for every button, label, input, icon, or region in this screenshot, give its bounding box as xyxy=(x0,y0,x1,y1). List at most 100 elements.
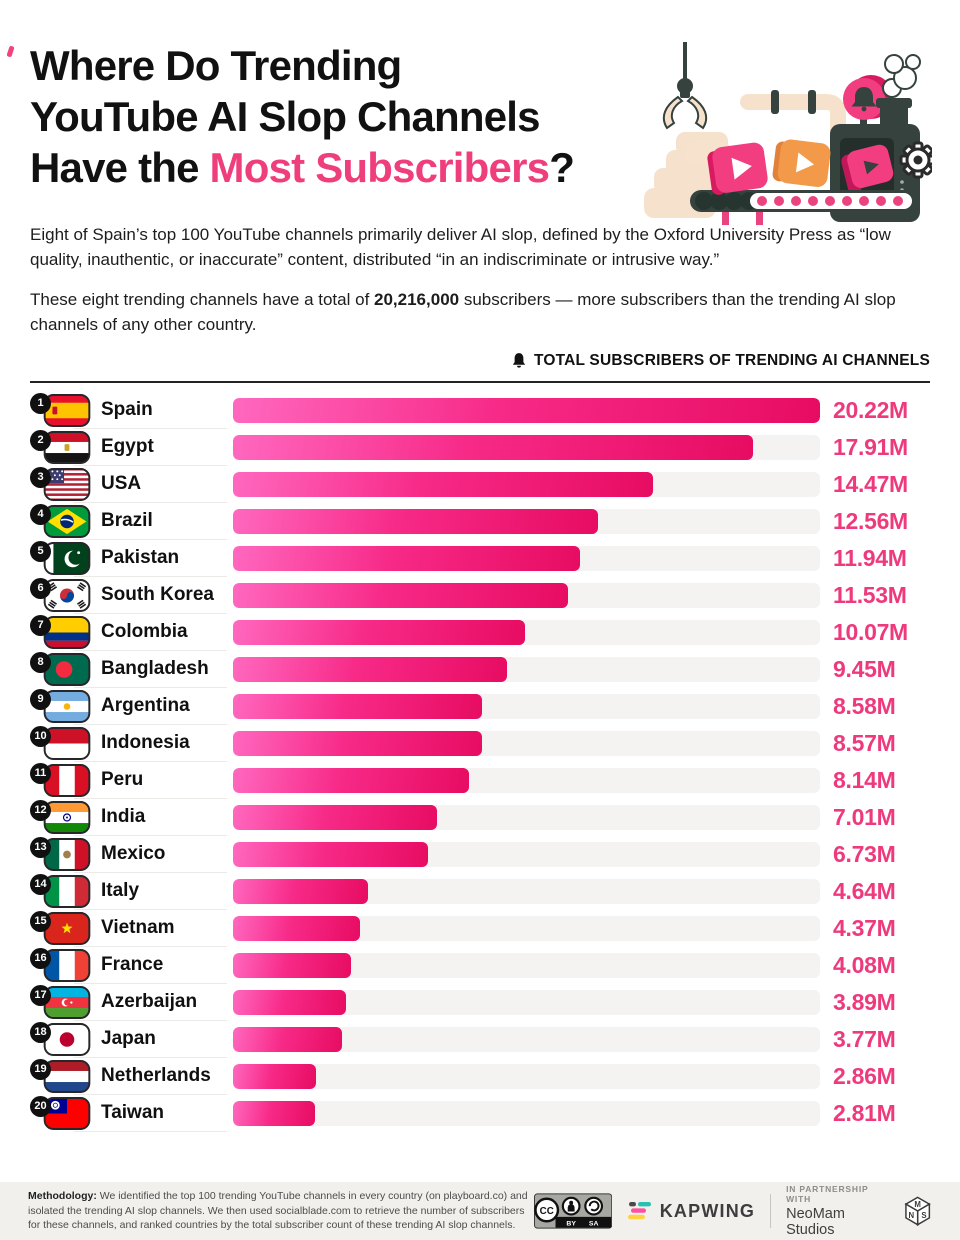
intro-paragraph-2-prefix: These eight trending channels have a tot… xyxy=(30,289,375,309)
value-label: 3.77M xyxy=(833,1025,896,1052)
neomam-partnership: IN PARTNERSHIP WITH NeoMam Studios M N S xyxy=(786,1184,932,1238)
bar-track xyxy=(233,508,820,534)
country-cell: 12 India xyxy=(30,799,233,836)
country-label: Egypt xyxy=(101,436,154,458)
country-cell: 1 Spain xyxy=(30,392,233,429)
bell-icon xyxy=(512,353,526,369)
intro-text: Eight of Spain’s top 100 YouTube channel… xyxy=(30,222,930,338)
ai-content-factory-illustration xyxy=(644,42,932,225)
methodology-text: Methodology: We identified the top 100 t… xyxy=(28,1189,534,1234)
row-divider xyxy=(74,871,227,873)
row-divider xyxy=(74,649,227,651)
flag-bd-icon xyxy=(43,652,91,686)
country-cell: 15 Vietnam xyxy=(30,910,233,947)
country-cell: 10 Indonesia xyxy=(30,725,233,762)
country-flag xyxy=(43,1022,91,1056)
country-cell: 9 Argentina xyxy=(30,688,233,725)
country-flag xyxy=(43,1096,91,1130)
bar-track xyxy=(233,730,820,756)
chart-row: 4 Brazil 12.56M xyxy=(30,503,930,540)
bar-track xyxy=(233,1100,820,1126)
bar-fill xyxy=(233,730,482,756)
country-flag xyxy=(43,652,91,686)
bar-fill xyxy=(233,878,368,904)
value-label: 7.01M xyxy=(833,803,896,830)
row-divider xyxy=(74,1093,227,1095)
value-label: 4.64M xyxy=(833,877,896,904)
country-cell: 14 Italy xyxy=(30,873,233,910)
country-label: South Korea xyxy=(101,584,214,606)
claw-crane-icon xyxy=(662,42,708,130)
methodology-body: We identified the top 100 trending YouTu… xyxy=(28,1189,528,1232)
country-cell: 7 Colombia xyxy=(30,614,233,651)
country-flag xyxy=(43,541,91,575)
country-flag xyxy=(43,393,91,427)
country-label: Bangladesh xyxy=(101,658,209,680)
bar-fill xyxy=(233,693,483,719)
row-divider xyxy=(74,834,227,836)
flag-es-icon xyxy=(43,393,91,427)
row-divider xyxy=(74,501,227,503)
country-label: Vietnam xyxy=(101,917,175,939)
country-flag xyxy=(43,1059,91,1093)
row-divider xyxy=(74,686,227,688)
value-label: 8.14M xyxy=(833,766,896,793)
chart-row: 15 Vietnam 4.37M xyxy=(30,910,930,947)
row-divider xyxy=(74,538,227,540)
country-flag xyxy=(43,504,91,538)
country-cell: 6 South Korea xyxy=(30,577,233,614)
flag-nl-icon xyxy=(43,1059,91,1093)
country-cell: 20 Taiwan xyxy=(30,1095,233,1132)
bar-fill xyxy=(233,989,346,1015)
cc-by-label: BY xyxy=(566,1221,576,1228)
bar-fill xyxy=(233,1100,315,1126)
rank-badge: 18 xyxy=(30,1021,51,1043)
rank-badge: 7 xyxy=(30,614,51,636)
rank-badge: 3 xyxy=(30,466,51,488)
bar-fill xyxy=(233,471,654,497)
total-subscribers-number: 20,216,000 xyxy=(374,289,460,309)
kapwing-icon xyxy=(627,1202,651,1220)
row-divider xyxy=(74,760,227,762)
bar-track xyxy=(233,656,820,682)
value-label: 8.57M xyxy=(833,729,896,756)
chart-row: 18 Japan 3.77M xyxy=(30,1021,930,1058)
rank-badge: 4 xyxy=(30,503,51,525)
svg-text:CC: CC xyxy=(539,1206,553,1217)
cc-sa-label: SA xyxy=(588,1221,598,1228)
country-label: Netherlands xyxy=(101,1065,211,1087)
chart-row: 17 Azerbaijan 3.89M xyxy=(30,984,930,1021)
value-label: 10.07M xyxy=(833,618,908,645)
country-label: Argentina xyxy=(101,695,190,717)
bar-chart: 1 Spain 20.22M 2 Egypt 17.91M 3 USA 14.47M 4 Brazi… xyxy=(30,392,930,1132)
rank-badge: 5 xyxy=(30,540,51,562)
country-label: Indonesia xyxy=(101,732,190,754)
chart-row: 8 Bangladesh 9.45M xyxy=(30,651,930,688)
value-label: 20.22M xyxy=(833,396,908,423)
chart-row: 6 South Korea 11.53M xyxy=(30,577,930,614)
bar-fill xyxy=(233,582,568,608)
bar-fill xyxy=(233,804,437,830)
country-cell: 8 Bangladesh xyxy=(30,651,233,688)
title-line2: YouTube AI Slop Channels xyxy=(30,93,541,141)
country-label: Taiwan xyxy=(101,1102,164,1124)
country-label: Pakistan xyxy=(101,547,180,569)
country-label: Spain xyxy=(101,399,153,421)
value-label: 6.73M xyxy=(833,840,896,867)
gear-icon xyxy=(899,141,932,179)
chart-header: TOTAL SUBSCRIBERS OF TRENDING AI CHANNEL… xyxy=(30,352,930,370)
bar-track xyxy=(233,434,820,460)
country-label: Mexico xyxy=(101,843,166,865)
flag-tw-icon xyxy=(43,1096,91,1130)
value-label: 3.89M xyxy=(833,988,896,1015)
rank-badge: 10 xyxy=(30,725,51,747)
country-cell: 13 Mexico xyxy=(30,836,233,873)
title-accent: Most Subscribers xyxy=(209,144,550,192)
chart-row: 19 Netherlands 2.86M xyxy=(30,1058,930,1095)
row-divider xyxy=(74,908,227,910)
title-line3-suffix: ? xyxy=(549,144,575,192)
cc-by-sa-license-icon: CC BY SA xyxy=(533,1193,612,1229)
footer-logos: CC BY SA KAPWING IN PARTNERSHIP WITH Ne xyxy=(533,1184,933,1238)
rank-badge: 9 xyxy=(30,688,51,710)
country-label: USA xyxy=(101,473,142,495)
